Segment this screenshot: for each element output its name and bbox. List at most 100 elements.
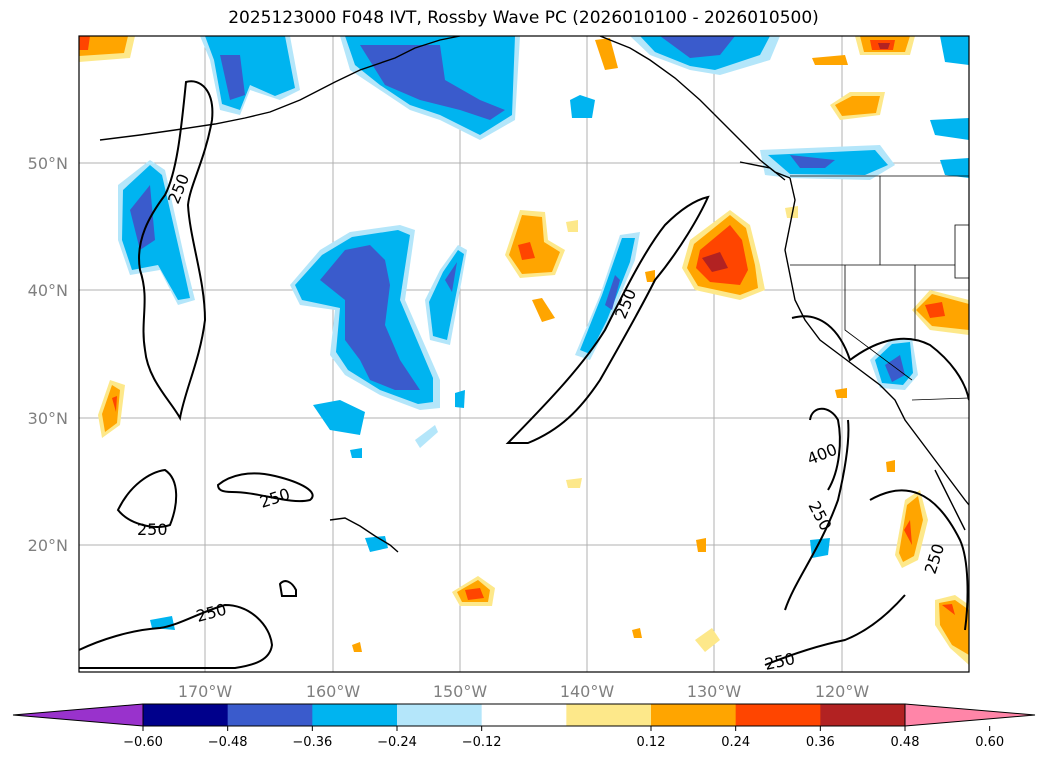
pos-region-southeast	[942, 604, 955, 615]
pos-region-top-left	[79, 36, 128, 56]
contour-250-east-loop	[784, 419, 850, 611]
pos-region-small-sw	[695, 628, 720, 652]
pos-region-135w	[702, 252, 728, 272]
border-states-3	[844, 265, 913, 381]
contour-250-baja	[869, 489, 969, 631]
pos-region-hawaii-east	[465, 588, 484, 600]
neg-region-bc-coast	[790, 155, 835, 168]
colorbar: −0.60 −0.48 −0.36 −0.24 −0.12 0.12 0.24 0.36 0.4…	[12, 703, 1036, 750]
colorbar-tick-label: −0.36	[292, 735, 332, 750]
pos-region-small-142w	[532, 298, 555, 322]
contour-250-east-coast	[791, 315, 969, 401]
colorbar-segment	[481, 704, 567, 726]
colorbar-tick-label: 0.24	[721, 735, 750, 750]
neg-region-small-2	[570, 95, 595, 118]
positive-ivt-regions	[79, 36, 969, 665]
colorbar-tick-label: −0.12	[462, 735, 502, 750]
lat-label: 20°N	[28, 536, 68, 555]
pos-region-top-right	[878, 43, 890, 49]
colorbar-tick-label: −0.48	[208, 735, 248, 750]
contour-250-small-loop	[278, 580, 297, 597]
contour-250-southwest-1	[116, 468, 178, 528]
contour-label: 250	[257, 484, 292, 512]
coastline-west-coast	[784, 177, 969, 506]
pos-region-145w	[509, 215, 560, 274]
pos-region-small-tiny1	[352, 642, 362, 652]
plot-frame	[78, 35, 970, 673]
colorbar-tick-label: −0.60	[123, 735, 163, 750]
colorbar-segment	[312, 704, 398, 726]
contour-label: 250	[763, 649, 797, 674]
border-states-5	[954, 224, 969, 279]
contour-250-south	[79, 603, 274, 669]
colorbar-extend-high	[905, 704, 1035, 726]
pos-region-southeast	[939, 600, 969, 655]
coastline-alaska-panhandle	[599, 36, 791, 179]
pos-region-145w	[518, 242, 535, 260]
pos-region-west-30n	[112, 396, 117, 412]
colorbar-segment	[651, 704, 737, 726]
lon-tick-labels: 170°W 160°W 150°W 140°W 130°W 120°W	[178, 682, 870, 701]
colorbar-left-extend-outline	[12, 703, 144, 727]
pos-region-small-n	[812, 55, 848, 65]
colorbar-ticks: −0.60 −0.48 −0.36 −0.24 −0.12 0.12 0.24 0.36 0.4…	[123, 726, 1004, 750]
colorbar-tick-label: −0.24	[377, 735, 417, 750]
rossby-contours	[79, 80, 969, 669]
pos-region-nevada	[925, 302, 945, 318]
contour-label: 250	[137, 520, 168, 539]
colorbar-right-extend-outline	[904, 703, 1036, 727]
lon-label: 130°W	[687, 682, 742, 701]
lon-label: 160°W	[306, 682, 361, 701]
pos-region-150w-north	[595, 38, 618, 70]
neg-region-east-mid2	[940, 158, 969, 178]
colorbar-tick-label: 0.12	[637, 735, 666, 750]
coastline-vancouver	[739, 161, 786, 181]
colorbar-segment	[397, 704, 483, 726]
contour-250-southwest-2	[216, 472, 314, 503]
pos-region-small-tiny3	[835, 388, 847, 398]
neg-region-gulf-of-alaska	[360, 45, 505, 120]
pos-region-small-tiny9	[785, 206, 798, 218]
neg-region-california	[885, 355, 905, 382]
colorbar-extend-low	[13, 704, 143, 726]
coastlines	[99, 36, 969, 553]
neg-region-140w-band	[605, 275, 620, 310]
contour-label: 250	[804, 498, 835, 534]
neg-region-140w-band	[580, 238, 635, 354]
neg-region-small-8	[350, 448, 362, 458]
contour-250-west-oval	[138, 80, 214, 421]
neg-region-east-top	[940, 36, 969, 65]
contour-label: 250	[194, 600, 228, 626]
neg-region-aleutians	[205, 36, 295, 110]
coastline-alaska-aleutians	[99, 36, 461, 141]
contour-250-diagonal-band	[505, 195, 710, 444]
neg-region-mid-pacific	[320, 245, 420, 390]
colorbar-tick-label: 0.36	[806, 735, 835, 750]
pos-region-east-baja	[904, 520, 912, 545]
colorbar-segment	[820, 704, 906, 726]
neg-region-east-mid	[930, 118, 969, 140]
neg-region-small-6	[415, 425, 438, 448]
colorbar-outline	[142, 703, 906, 727]
neg-region-aleutians	[220, 55, 245, 100]
lon-label: 170°W	[178, 682, 233, 701]
figure-title: 2025123000 F048 IVT, Rossby Wave PC (202…	[228, 8, 819, 28]
pos-region-small-tiny8	[645, 270, 655, 282]
pos-region-small-tiny5	[696, 538, 706, 552]
colorbar-tick-label: 0.48	[891, 735, 920, 750]
neg-region-small-1	[313, 400, 365, 435]
negative-ivt-regions	[118, 36, 969, 630]
pos-region-small-tiny6	[566, 478, 582, 488]
pos-region-east-baja	[899, 496, 923, 562]
neg-region-small-3	[455, 390, 465, 408]
neg-region-small-5	[365, 536, 388, 552]
lon-label: 140°W	[560, 682, 615, 701]
neg-region-150w	[445, 262, 457, 292]
coastline-baja	[934, 469, 966, 531]
coastline-hawaii	[329, 517, 399, 553]
colorbar-segment	[566, 704, 652, 726]
neg-region-alaska-panhandle	[660, 36, 735, 58]
neg-region-dateline	[130, 185, 155, 250]
lat-tick-labels: 50°N 40°N 30°N 20°N	[28, 154, 68, 555]
